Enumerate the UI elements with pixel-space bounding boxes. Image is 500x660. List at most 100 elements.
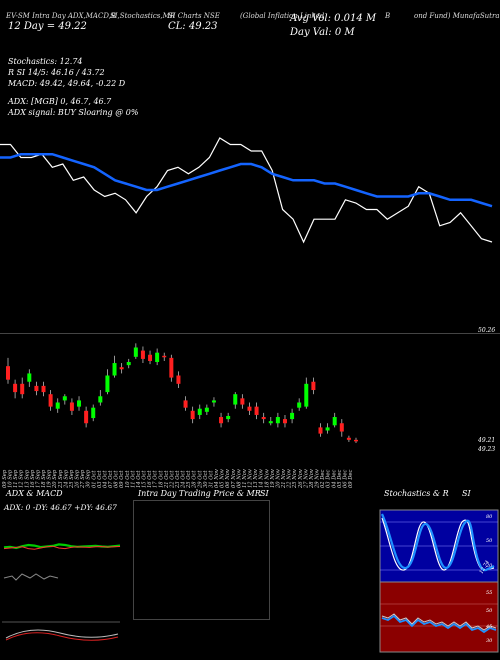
candle-down (282, 419, 287, 424)
date-tick-label: 12 Nov (248, 469, 254, 488)
date-tick-label: 13 Nov (253, 469, 259, 488)
candle-down (254, 406, 259, 415)
candle-down (34, 385, 39, 392)
candle-up (275, 417, 280, 424)
date-tick-label: 01 Oct (91, 470, 97, 488)
header-marker: B (385, 12, 391, 20)
candle-down (240, 398, 245, 405)
macd-line-red (5, 632, 119, 641)
date-tick-label: 20 Sep (52, 469, 58, 489)
stoch-level-20: 20 (485, 563, 493, 569)
candle-down (169, 357, 174, 378)
rsi-level-55: 55 (486, 590, 492, 596)
price-line-chart (0, 137, 493, 244)
price-label-bottom: 49.23 (477, 446, 495, 453)
header-title-5: ond Fund) MunafaSutra.co (414, 12, 500, 20)
date-tick-label: 31 Oct (208, 470, 214, 488)
date-tick-label: 25 Sep (69, 469, 75, 489)
day-range: 12 Day = 49.22 (8, 21, 87, 32)
date-tick-label: 14 Oct (136, 470, 142, 488)
candle-up (304, 383, 309, 407)
date-tick-label: 16 Sep (30, 469, 36, 488)
date-tick-label: 21 Oct (164, 470, 170, 489)
stochastics-title: Stochastics & R (384, 489, 449, 498)
candle-down (162, 355, 167, 358)
date-tick-label: 25 Nov (292, 469, 298, 489)
candle-down (69, 402, 74, 411)
date-tick-label: 04 Dec (331, 470, 337, 488)
price-average-line (0, 152, 493, 208)
candle-down (13, 383, 18, 393)
date-tick-label: 16 Oct (147, 470, 153, 488)
candle-up (268, 421, 273, 424)
candle-down (20, 383, 25, 395)
date-tick-label: 28 Oct (192, 470, 198, 489)
date-tick-label: 15 Oct (142, 470, 148, 488)
intraday-panel (133, 500, 270, 620)
candle-down (311, 381, 316, 391)
average-volume: Avg Vol: 0.014 M (290, 13, 377, 24)
candlestick-chart: 50.26 49.21 49.23 09 Sep 10 Sep 11 Sep 12 S… (2, 327, 495, 489)
candle-down (148, 354, 153, 361)
candle-up (112, 363, 117, 376)
stochastics-reading: Stochastics: 12.74 (8, 57, 83, 66)
rsi-level-30: 30 (486, 638, 493, 644)
stochastic-d-line (380, 513, 495, 572)
date-tick-label: 06 Dec (342, 470, 348, 488)
candle-down (318, 427, 323, 434)
date-tick-label: 25 Oct (186, 470, 192, 489)
intraday-title-right: SI (260, 489, 269, 498)
date-tick-label: 20 Nov (275, 469, 281, 489)
candle-down (6, 366, 10, 380)
candle-up (197, 408, 202, 415)
candle-up (62, 396, 67, 401)
price-label-mid: 49.21 (477, 437, 495, 444)
date-tick-label: 02 Dec (320, 470, 326, 488)
candle-down (183, 400, 188, 408)
candle-up (297, 402, 302, 408)
date-tick-label: 30 Oct (203, 470, 209, 488)
date-tick-label: 18 Oct (158, 470, 164, 488)
stochastic-k-line (381, 517, 495, 571)
close-price: CL: 49.23 (168, 21, 218, 32)
header-title-4: (Global Inflation Linked (240, 12, 325, 20)
date-tick-label: 06 Nov (225, 469, 231, 488)
candle-down (261, 417, 266, 420)
candle-down (84, 410, 89, 424)
date-tick-label: 09 Dec (348, 470, 354, 488)
header-title-1: EV-SM Intra Day ADX,MACD,B (6, 12, 117, 20)
candle-down (354, 439, 358, 442)
date-tick-label: 12 Sep (19, 469, 25, 488)
candle-down (190, 410, 195, 420)
candle-up (98, 396, 103, 403)
date-tick-label: 17 Sep (35, 469, 41, 488)
adx-reading: ADX: [MGB] 0, 46.7, 46.7 (8, 97, 112, 106)
date-tick-label: 11 Sep (13, 469, 19, 488)
date-tick-label: 23 Sep (58, 469, 64, 489)
price-line (0, 137, 493, 244)
adx-macd-title: ADX & MACD (6, 489, 63, 498)
date-tick-label: 08 Nov (236, 469, 242, 488)
candle-up (126, 362, 131, 366)
header-title-3: SI Charts NSE (168, 12, 220, 20)
rsi-white-line (381, 613, 497, 631)
candle-up (332, 417, 337, 426)
date-tick-label: 10 Sep (8, 469, 14, 488)
macd-line-white (5, 629, 119, 639)
date-tick-label: 05 Dec (337, 470, 343, 488)
date-tick-label: 19 Sep (47, 469, 53, 488)
rsi-level-45: 45 (485, 624, 492, 630)
date-tick-label: 18 Sep (41, 469, 47, 488)
date-tick-label: 23 Oct (175, 470, 181, 489)
date-tick-label: 08 Oct (114, 470, 120, 488)
date-tick-label: 18 Nov (264, 469, 270, 488)
rsi-blue-line (381, 614, 497, 634)
candle-down (247, 406, 252, 411)
day-value: Day Val: 0 M (290, 27, 355, 38)
stochastics-panel: 80 50 20 12.74 55 50 45 30 (379, 509, 499, 653)
candle-up (211, 400, 216, 403)
date-tick-label: 19 Nov (270, 469, 276, 488)
rsi-box (379, 581, 499, 653)
adx-signal-reading: ADX signal: BUY Sloaring @ 0% (8, 108, 139, 117)
date-tick-label: 21 Nov (281, 469, 287, 489)
